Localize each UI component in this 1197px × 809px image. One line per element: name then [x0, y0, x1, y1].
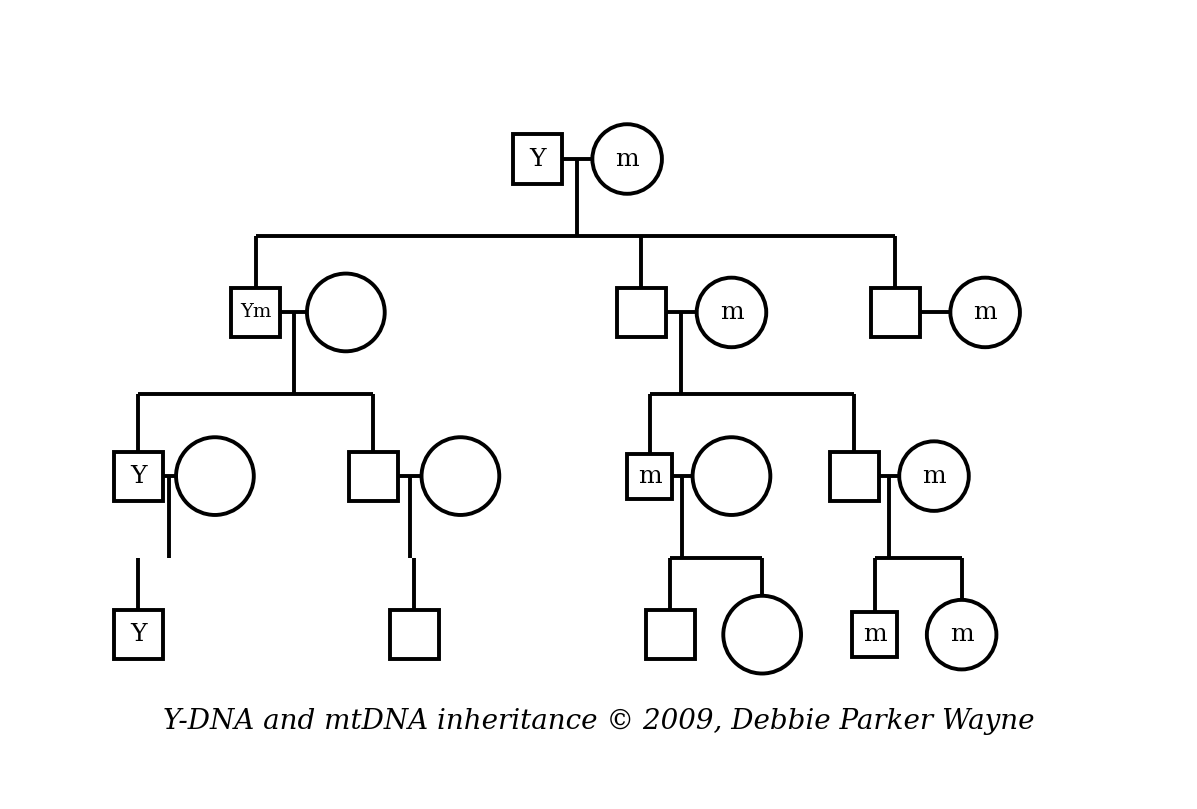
Bar — [114, 610, 163, 659]
Circle shape — [950, 277, 1020, 347]
Circle shape — [693, 437, 771, 515]
Text: Y: Y — [130, 464, 146, 488]
Bar — [830, 451, 879, 501]
Circle shape — [723, 595, 801, 674]
Circle shape — [899, 442, 968, 510]
Circle shape — [176, 437, 254, 515]
Text: m: m — [922, 464, 946, 488]
Text: m: m — [638, 464, 662, 488]
Bar — [616, 288, 666, 337]
Bar — [870, 288, 919, 337]
Text: m: m — [949, 623, 973, 646]
Text: m: m — [973, 301, 997, 324]
Circle shape — [593, 125, 662, 194]
Bar — [645, 610, 694, 659]
Bar — [231, 288, 280, 337]
Bar — [348, 451, 399, 501]
Bar — [114, 451, 163, 501]
Bar — [852, 612, 898, 657]
Text: Y-DNA and mtDNA inheritance © 2009, Debbie Parker Wayne: Y-DNA and mtDNA inheritance © 2009, Debb… — [163, 708, 1034, 735]
Text: m: m — [615, 147, 639, 171]
Text: Y: Y — [130, 623, 146, 646]
Circle shape — [926, 599, 996, 669]
Text: m: m — [863, 623, 887, 646]
Text: Y: Y — [529, 147, 546, 171]
Bar — [512, 134, 561, 184]
Circle shape — [421, 437, 499, 515]
Bar — [390, 610, 439, 659]
Circle shape — [306, 273, 384, 351]
Circle shape — [697, 277, 766, 347]
Text: Ym: Ym — [241, 303, 272, 321]
Text: m: m — [719, 301, 743, 324]
Bar — [627, 454, 673, 498]
